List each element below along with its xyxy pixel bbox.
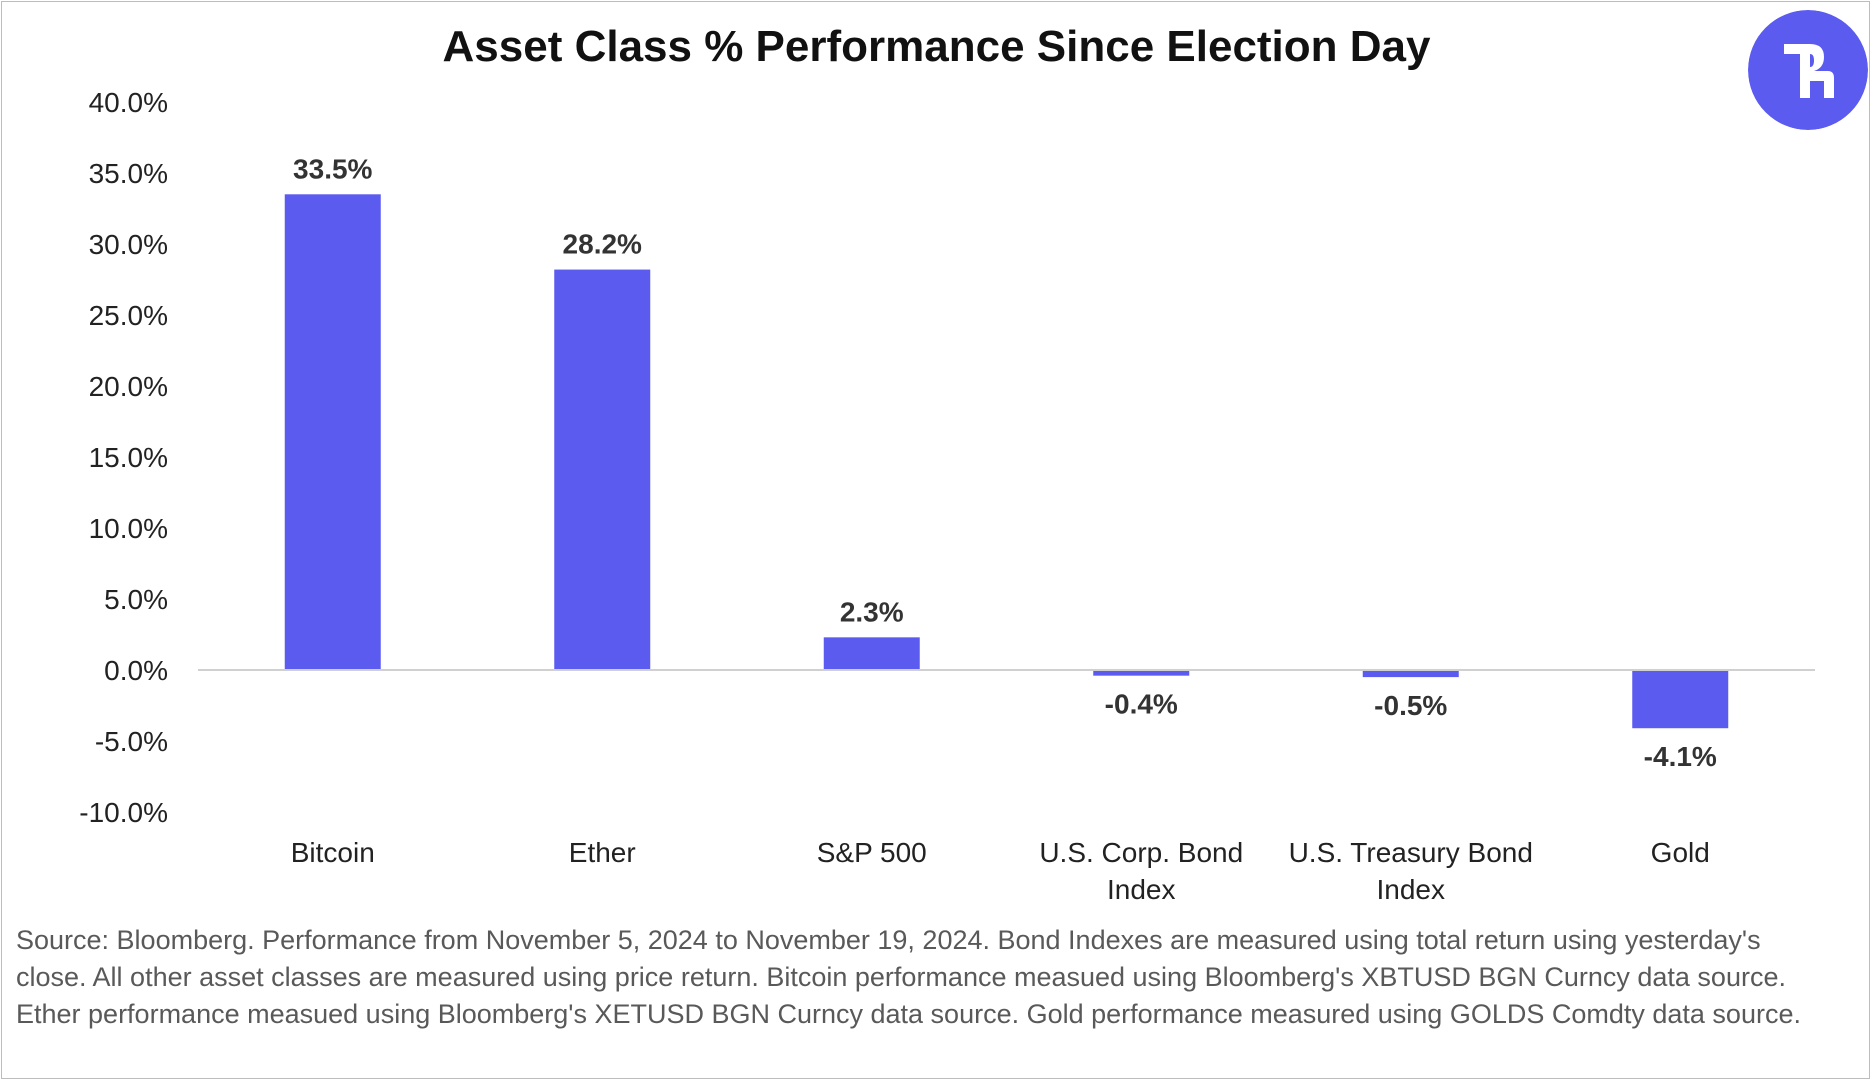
y-tick-label: 40.0% xyxy=(89,87,168,118)
data-label: -0.5% xyxy=(1374,690,1447,721)
bar xyxy=(554,269,651,670)
bar xyxy=(284,194,381,671)
y-tick-label: 0.0% xyxy=(104,655,168,686)
chart-title: Asset Class % Performance Since Election… xyxy=(442,22,1431,71)
data-label: -4.1% xyxy=(1644,741,1717,772)
category-label: Gold xyxy=(1651,837,1710,868)
source-note: Source: Bloomberg. Performance from Nove… xyxy=(16,925,1801,1029)
y-tick-label: 30.0% xyxy=(89,229,168,260)
category-label: Bitcoin xyxy=(291,837,375,868)
brand-r-logo-icon xyxy=(1748,10,1868,130)
category-label: S&P 500 xyxy=(817,837,927,868)
category-label: U.S. Treasury Bond Index xyxy=(1289,837,1533,905)
y-tick-label: -5.0% xyxy=(95,726,168,757)
data-label: -0.4% xyxy=(1105,689,1178,720)
y-tick-label: 35.0% xyxy=(89,158,168,189)
bar xyxy=(823,637,920,670)
bar-chart: 40.0% 35.0% 30.0% 25.0% 20.0% 15.0% 10.0% 5.0% 0… xyxy=(79,87,1815,905)
y-tick-label: 20.0% xyxy=(89,371,168,402)
data-label: 33.5% xyxy=(293,153,372,184)
y-tick-label: 5.0% xyxy=(104,584,168,615)
y-tick-label: 10.0% xyxy=(89,513,168,544)
bar xyxy=(1632,670,1729,729)
y-tick-label: 15.0% xyxy=(89,442,168,473)
y-tick-label: 25.0% xyxy=(89,300,168,331)
category-label: U.S. Corp. Bond Index xyxy=(1039,837,1243,905)
y-tick-label: -10.0% xyxy=(79,797,168,828)
bar xyxy=(1362,670,1459,678)
data-label: 28.2% xyxy=(563,229,642,260)
category-label: Ether xyxy=(569,837,636,868)
bar xyxy=(1093,670,1190,676)
data-label: 2.3% xyxy=(840,596,904,627)
